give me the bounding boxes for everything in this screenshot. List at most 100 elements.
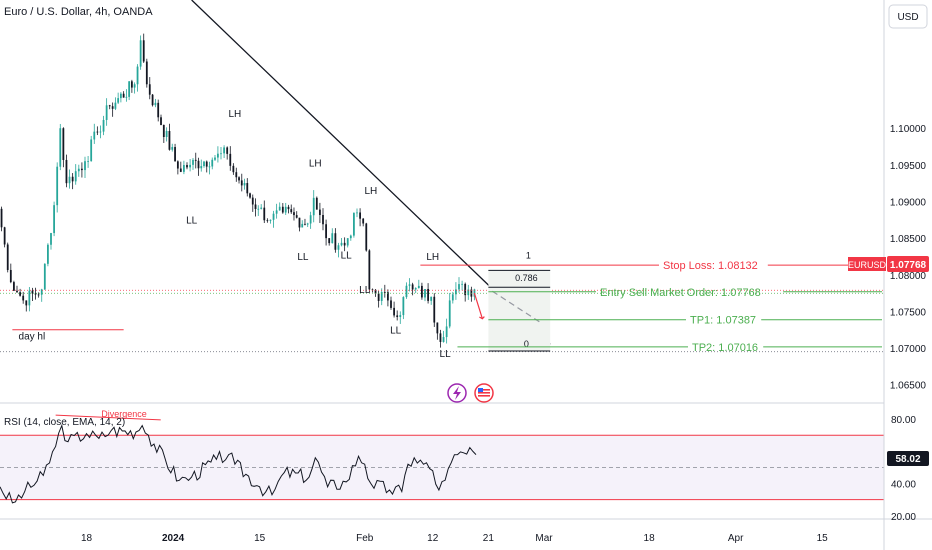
candle-body (251, 197, 254, 205)
time-tick: 18 (644, 533, 656, 544)
candle-body (374, 289, 377, 294)
candle-body (189, 164, 191, 168)
price-axis: 1.10000 1.09500 1.09000 1.08500 1.08000 1.075… (890, 124, 927, 391)
candle-body (99, 131, 102, 133)
candle-body (445, 326, 448, 338)
rsi-axis: 80.00 40.00 20.00 (891, 415, 916, 523)
rsi-title: RSI (14, close, EMA, 14, 2) (4, 417, 125, 428)
price-tick: 1.10000 (890, 124, 927, 135)
candle-body (77, 168, 80, 172)
candle-body (312, 197, 315, 216)
rsi-pane: Divergence (0, 409, 884, 504)
candle-body (171, 147, 174, 150)
candle-body (436, 322, 439, 334)
candle-body (461, 283, 463, 285)
time-tick: 12 (427, 533, 439, 544)
candle-body (383, 292, 386, 293)
candle-body (211, 159, 214, 167)
candle-body (9, 269, 12, 283)
candle-body (238, 177, 240, 181)
candle-body (365, 223, 368, 251)
candle-body (145, 61, 148, 85)
time-axis: 18 2024 15 Feb 12 21 Mar 18 Apr 15 (81, 533, 828, 544)
candle-body (217, 153, 219, 158)
candle-body (205, 161, 208, 167)
candle-body (96, 131, 99, 133)
swing-label: LH (365, 186, 378, 197)
candle-body (322, 214, 324, 225)
candle-body (257, 208, 260, 210)
candle-body (442, 337, 445, 342)
candle-body (43, 263, 46, 290)
candle-body (306, 223, 309, 225)
candle-body (208, 166, 211, 168)
lightning-event-icon[interactable] (447, 383, 467, 403)
candle-body (334, 233, 337, 250)
fib-label-0: 0 (524, 339, 529, 349)
candle-body (31, 290, 34, 294)
candle-body (458, 284, 460, 290)
price-tick: 1.08500 (890, 234, 927, 245)
candle-body (331, 233, 334, 244)
us-flag-event-icon[interactable] (474, 383, 494, 403)
candle-body (371, 289, 374, 291)
divergence-label: Divergence (101, 409, 147, 419)
candle-body (281, 206, 284, 213)
candle-body (62, 128, 65, 160)
candle-body (405, 285, 408, 298)
candle-body (467, 289, 470, 296)
time-tick: Apr (728, 533, 744, 544)
candle-body (349, 235, 352, 239)
candle-body (464, 283, 467, 296)
candle-body (393, 307, 395, 316)
swing-label: LL (390, 325, 402, 336)
candle-body (272, 213, 275, 220)
candle-body (260, 207, 263, 209)
candle-body (119, 93, 122, 99)
candle-body (408, 284, 411, 286)
candle-body (362, 218, 365, 224)
time-tick: Mar (535, 533, 553, 544)
candle-body (40, 289, 43, 295)
candle-body (203, 161, 205, 167)
candle-body (328, 238, 331, 244)
swing-label: LL (186, 215, 198, 226)
candle-body (162, 124, 165, 138)
time-tick: 2024 (162, 533, 185, 544)
candle-body (439, 333, 442, 342)
candle-body (56, 166, 59, 206)
candle-body (223, 147, 225, 154)
candle-body (275, 210, 278, 214)
candle-body (380, 292, 383, 301)
candle-body (235, 172, 238, 178)
swing-label: day hl (19, 331, 46, 342)
candle-body (254, 204, 257, 210)
candle-body (59, 128, 62, 167)
candle-body (346, 238, 349, 246)
candle-body (414, 288, 417, 290)
candle-body (249, 193, 251, 198)
candle-body (186, 165, 188, 168)
symbol-badge-price: 1.07768 (890, 260, 927, 271)
candle-body (278, 206, 281, 211)
price-tick: 1.07000 (890, 344, 927, 355)
candle-body (183, 165, 185, 172)
candle-body (3, 227, 6, 245)
candle-body (179, 168, 182, 172)
candle-body (353, 212, 355, 236)
candle-body (411, 284, 414, 290)
candle-body (315, 197, 318, 210)
sell-arrow-icon (473, 292, 483, 319)
candle-body (74, 171, 77, 182)
candle-body (298, 217, 301, 228)
candle-body (399, 315, 402, 317)
candle-body (71, 176, 74, 182)
price-tick: 1.07500 (890, 307, 927, 318)
candle-body (139, 40, 142, 67)
candle-body (154, 102, 157, 106)
candle-body (117, 98, 120, 103)
candle-body (377, 293, 380, 301)
candle-body (81, 168, 83, 171)
currency-button[interactable]: USD (888, 4, 928, 29)
